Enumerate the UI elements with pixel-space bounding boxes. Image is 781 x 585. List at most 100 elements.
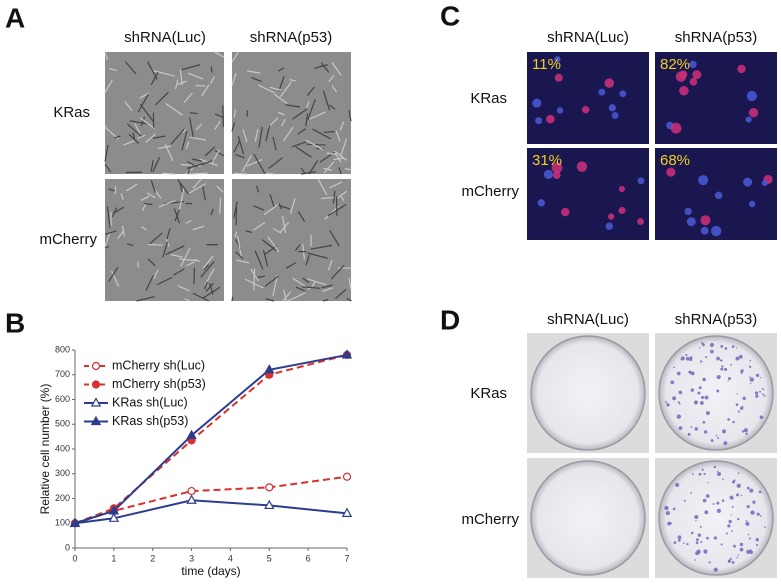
row-label: mCherry xyxy=(461,183,519,200)
cell xyxy=(150,71,159,86)
colony xyxy=(749,377,754,382)
cell xyxy=(336,190,348,199)
cell xyxy=(231,122,236,132)
cell xyxy=(322,90,331,111)
nucleus xyxy=(605,222,614,231)
cell xyxy=(104,245,110,249)
nucleus xyxy=(743,177,753,187)
colony xyxy=(716,374,721,380)
nucleus xyxy=(551,162,563,174)
cell xyxy=(122,140,135,146)
percentage: 31% xyxy=(532,152,562,169)
cell xyxy=(181,64,201,71)
cell xyxy=(200,260,215,278)
cell xyxy=(302,277,310,284)
colony xyxy=(685,353,688,357)
cell xyxy=(261,239,277,252)
colony xyxy=(727,524,731,528)
row-label: KRas xyxy=(470,90,507,107)
cell xyxy=(329,230,340,247)
cell xyxy=(129,120,149,125)
cell xyxy=(214,120,221,130)
colony xyxy=(750,382,752,385)
cell xyxy=(152,157,161,173)
cell xyxy=(269,194,275,208)
colony xyxy=(716,389,720,393)
colony xyxy=(737,554,739,556)
colony xyxy=(756,512,760,516)
colony xyxy=(749,549,752,552)
marker xyxy=(69,517,81,527)
nucleus xyxy=(746,90,757,102)
cell xyxy=(252,221,266,231)
colony xyxy=(695,551,700,556)
colony xyxy=(762,393,765,396)
cell xyxy=(335,288,347,299)
colony xyxy=(740,494,743,497)
cell xyxy=(339,138,348,157)
marker xyxy=(341,507,353,517)
cell xyxy=(241,154,252,173)
legend-label: KRas sh(Luc) xyxy=(112,395,188,409)
cell xyxy=(297,128,307,135)
cell xyxy=(306,86,315,96)
colony xyxy=(695,541,699,545)
cell xyxy=(185,261,195,267)
cell xyxy=(233,140,241,153)
cell xyxy=(189,112,198,115)
colony xyxy=(678,402,681,405)
colony xyxy=(677,535,682,540)
cell xyxy=(165,245,185,256)
cell xyxy=(145,133,156,143)
colony xyxy=(673,541,677,545)
nucleus xyxy=(700,215,711,226)
nucleus xyxy=(537,199,545,207)
colony xyxy=(722,429,727,434)
colony xyxy=(759,390,762,393)
cell xyxy=(111,270,120,287)
colony xyxy=(701,468,704,471)
marker xyxy=(342,472,352,481)
panel-letter: B xyxy=(5,307,25,338)
cell xyxy=(281,119,286,127)
cell xyxy=(332,190,336,204)
cell xyxy=(273,93,288,105)
colony xyxy=(704,430,708,434)
cell xyxy=(219,197,222,214)
colony xyxy=(735,347,738,349)
cell xyxy=(250,76,262,83)
nucleus xyxy=(698,175,709,186)
cell xyxy=(285,104,301,108)
cell xyxy=(137,261,139,268)
colony xyxy=(694,514,699,519)
cell xyxy=(329,181,343,189)
cell xyxy=(165,228,171,241)
marker xyxy=(341,349,353,359)
y-axis-title: Relative cell number (%) xyxy=(38,384,52,515)
y-tick-label: 500 xyxy=(55,419,70,429)
colony xyxy=(745,432,748,436)
percentage: 11% xyxy=(532,56,561,73)
cell xyxy=(258,84,276,94)
y-tick-label: 300 xyxy=(55,468,70,478)
cell xyxy=(187,168,191,175)
cell xyxy=(214,149,225,157)
cell xyxy=(132,132,136,140)
colony xyxy=(759,515,762,517)
nucleus xyxy=(535,117,543,125)
x-tick-label: 2 xyxy=(150,553,155,563)
cell xyxy=(328,74,335,83)
colony xyxy=(694,427,699,431)
cell xyxy=(170,254,183,258)
colony xyxy=(702,377,706,382)
colony xyxy=(740,369,744,373)
colony xyxy=(703,472,706,476)
cell xyxy=(104,163,112,173)
cell xyxy=(264,275,279,287)
colony xyxy=(746,486,750,490)
cell xyxy=(187,161,196,167)
cell xyxy=(307,99,316,120)
image-bg xyxy=(232,179,351,301)
colony xyxy=(759,415,764,419)
cell xyxy=(210,76,215,84)
